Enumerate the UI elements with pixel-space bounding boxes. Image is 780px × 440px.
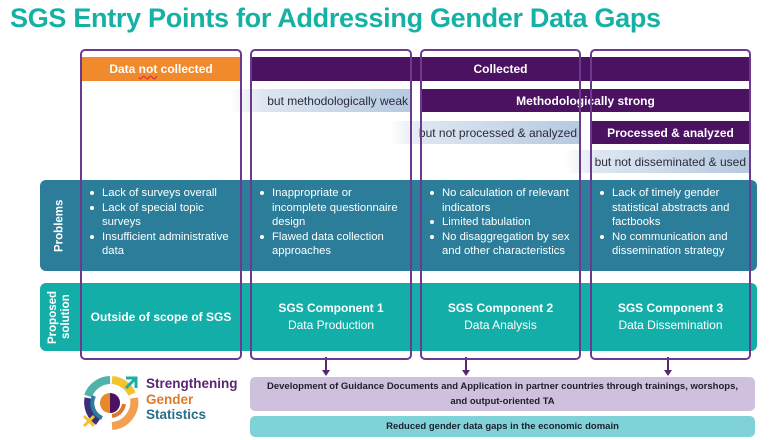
problems-cell-1: Lack of surveys overall Lack of special … bbox=[88, 186, 238, 259]
problems-row bbox=[40, 180, 757, 271]
problem-item: Insufficient administrative data bbox=[88, 230, 238, 259]
arrow-down-icon bbox=[667, 357, 669, 371]
logo-line-3: Statistics bbox=[146, 407, 207, 422]
problems-cell-2: Inappropriate or incomplete questionnair… bbox=[258, 186, 408, 259]
problem-item: Lack of special topic surveys bbox=[88, 201, 238, 230]
logo-line-1: Strengthening bbox=[146, 376, 238, 391]
solution-title: Outside of scope of SGS bbox=[90, 309, 232, 324]
band-not-disseminated: but not disseminated & used bbox=[565, 150, 750, 173]
solution-subtitle: Data Production bbox=[287, 318, 375, 332]
outcome-box: Reduced gender data gaps in the economic… bbox=[250, 416, 755, 437]
arrow-down-icon bbox=[325, 357, 327, 371]
solution-row bbox=[40, 283, 757, 351]
problems-cell-3: No calculation of relevant indicators Li… bbox=[428, 186, 578, 259]
arrow-down-icon bbox=[465, 357, 467, 371]
arrowhead-icon bbox=[322, 370, 330, 376]
solution-subtitle: Data Dissemination bbox=[618, 318, 723, 332]
band-processed-analyzed: Processed & analyzed bbox=[591, 121, 750, 144]
problem-item: Inappropriate or incomplete questionnair… bbox=[258, 186, 408, 230]
solution-title: SGS Component 2 bbox=[447, 301, 554, 315]
logo-line-2: Gender bbox=[146, 391, 194, 407]
band-text: Data bbox=[109, 62, 139, 76]
problems-row-label: Problems bbox=[53, 199, 66, 252]
solution-title: SGS Component 3 bbox=[617, 301, 724, 315]
solution-row-label: Proposed solution bbox=[47, 290, 72, 344]
problem-item: No communication and dissemination strat… bbox=[598, 230, 748, 259]
solution-cell-3: SGS Component 2 Data Analysis bbox=[422, 283, 579, 351]
band-methodologically-weak: but methodologically weak bbox=[230, 89, 412, 112]
problem-item: Lack of surveys overall bbox=[88, 186, 238, 201]
logo-text: Strengthening Gender Statistics bbox=[146, 376, 238, 423]
development-box: Development of Guidance Documents and Ap… bbox=[250, 377, 755, 411]
solution-cell-1: Outside of scope of SGS bbox=[82, 283, 240, 351]
solution-cell-4: SGS Component 3 Data Dissemination bbox=[592, 283, 749, 351]
arrowhead-icon bbox=[664, 370, 672, 376]
band-not-processed: but not processed & analyzed bbox=[390, 121, 581, 144]
sgs-logo-icon bbox=[80, 374, 140, 432]
problem-item: Limited tabulation bbox=[428, 215, 578, 230]
solution-subtitle: Data Analysis bbox=[464, 318, 537, 332]
problem-item: No disaggregation by sex and other chara… bbox=[428, 230, 578, 259]
problem-item: Lack of timely gender statistical abstra… bbox=[598, 186, 748, 230]
solution-cell-2: SGS Component 1 Data Production bbox=[252, 283, 410, 351]
band-methodologically-strong: Methodologically strong bbox=[421, 89, 750, 112]
arrowhead-icon bbox=[462, 370, 470, 376]
band-text: collected bbox=[157, 62, 213, 76]
problem-item: No calculation of relevant indicators bbox=[428, 186, 578, 215]
page-title: SGS Entry Points for Addressing Gender D… bbox=[10, 3, 661, 33]
band-text-not: not bbox=[138, 62, 158, 76]
band-data-not-collected: Data not collected bbox=[81, 57, 241, 81]
problems-cell-4: Lack of timely gender statistical abstra… bbox=[598, 186, 748, 259]
solution-title: SGS Component 1 bbox=[278, 301, 384, 315]
problem-item: Flawed data collection approaches bbox=[258, 230, 408, 259]
band-collected: Collected bbox=[251, 57, 750, 81]
